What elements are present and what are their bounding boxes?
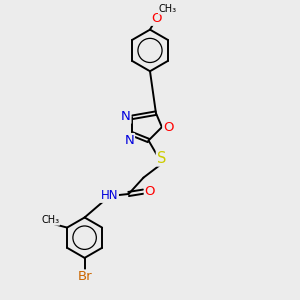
Text: Br: Br (77, 270, 92, 284)
Text: O: O (163, 121, 174, 134)
Text: N: N (121, 110, 130, 123)
Text: O: O (151, 12, 162, 25)
Text: O: O (145, 185, 155, 198)
Text: CH₃: CH₃ (41, 215, 59, 225)
Text: N: N (124, 134, 134, 147)
Text: CH₃: CH₃ (159, 4, 177, 14)
Text: HN: HN (100, 189, 118, 202)
Text: S: S (157, 151, 166, 166)
